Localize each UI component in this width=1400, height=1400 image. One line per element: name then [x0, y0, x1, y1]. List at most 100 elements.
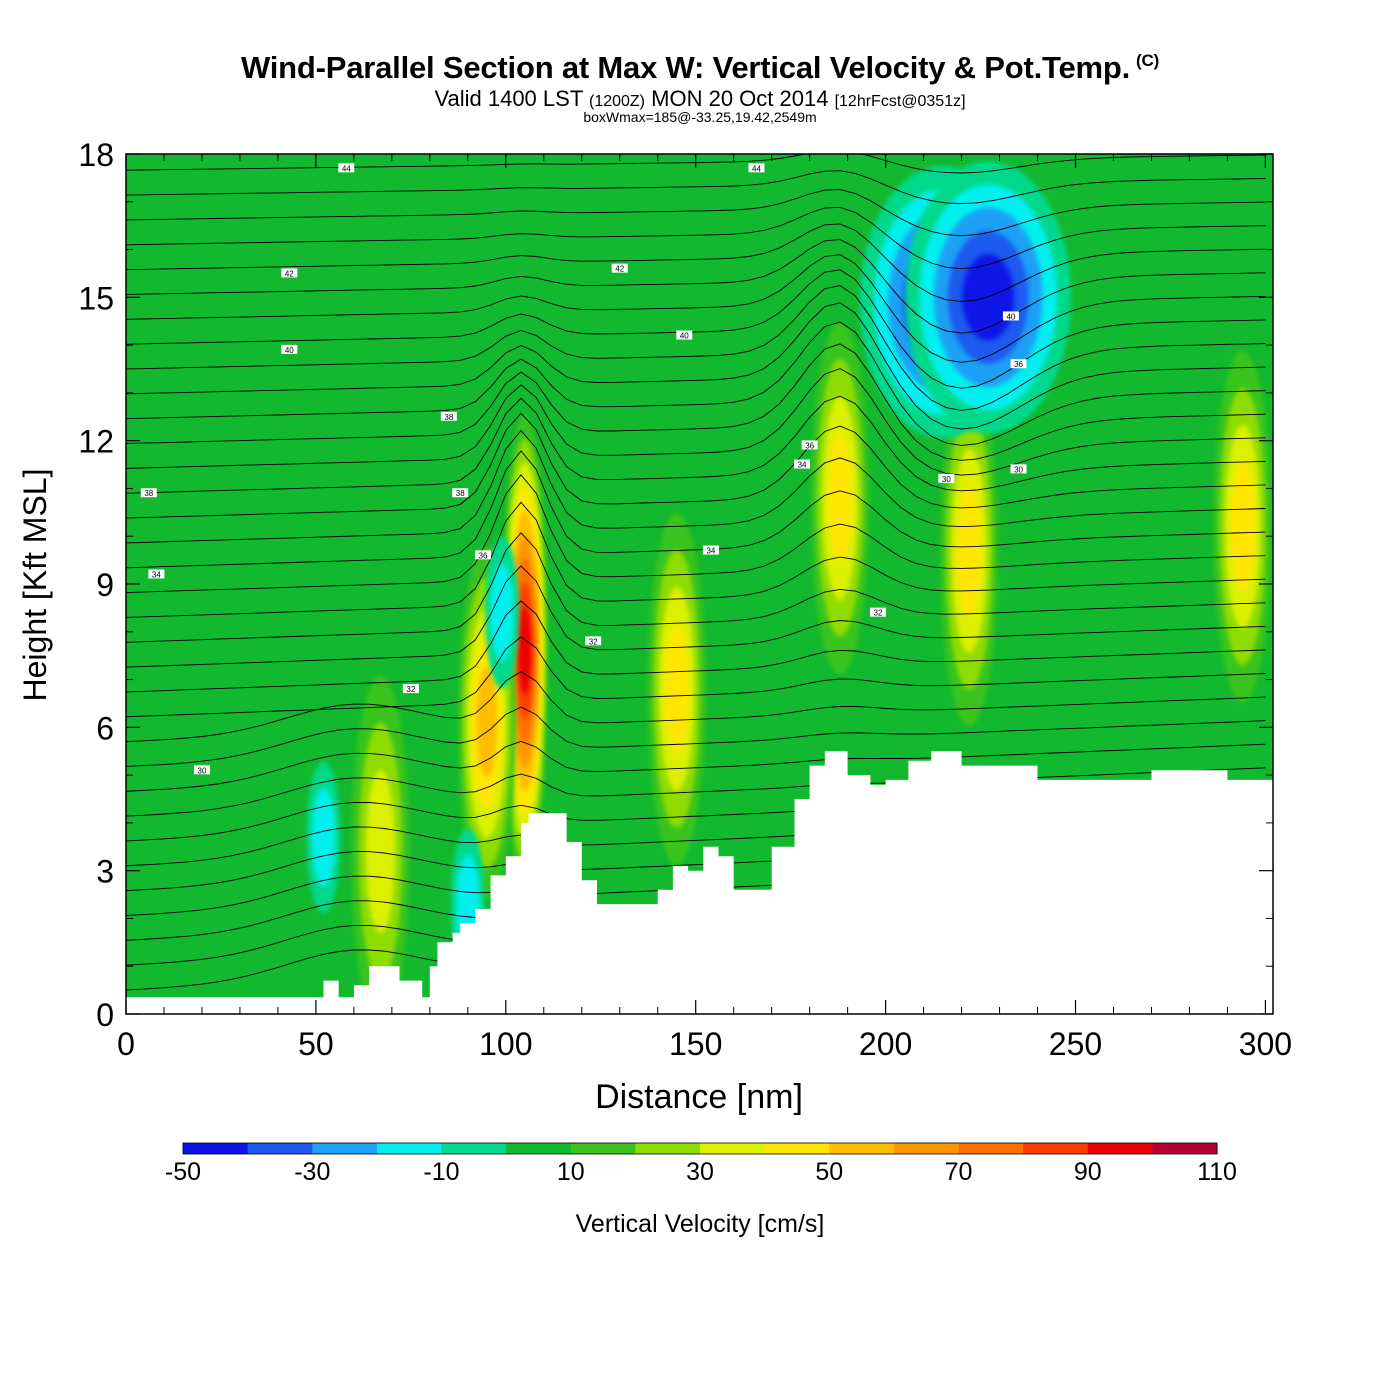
label-bg — [1010, 464, 1027, 474]
label-text: 32 — [874, 609, 883, 618]
theta-contour-line — [126, 170, 1266, 205]
theta-contour-label: 42 — [611, 263, 628, 274]
colorbar: -50 -30 -10 10 30 50 70 90 110 — [165, 1142, 1237, 1186]
terrain-shape — [126, 751, 1273, 1014]
label-text: 40 — [680, 332, 689, 341]
theta-contour-line — [126, 269, 1266, 389]
theta-contour-line — [126, 412, 1266, 519]
box-info: boxWmax=185@-33.25,19.42,2549m — [583, 109, 817, 125]
x-tick-label: 150 — [669, 1026, 722, 1062]
y-tick-label: 9 — [96, 567, 114, 603]
label-text: 36 — [479, 551, 488, 560]
colorbar-swatch — [1087, 1143, 1153, 1154]
label-text: 38 — [144, 489, 153, 498]
chart-subtitle: Valid 1400 LST (1200Z) MON 20 Oct 2014 [… — [0, 86, 1400, 112]
label-bg — [676, 330, 693, 340]
colorbar-swatch — [570, 1143, 636, 1154]
y-axis-label: Height [Kft MSL] — [17, 469, 53, 702]
w-level-band — [664, 624, 689, 755]
label-text: 30 — [942, 475, 951, 484]
label-bg — [702, 545, 719, 555]
colorbar-tick-label: 30 — [686, 1158, 714, 1186]
theta-contour-line — [126, 532, 1266, 643]
w-level-band — [828, 432, 853, 564]
colorbar-tick-label: 50 — [815, 1158, 843, 1186]
label-bg — [338, 163, 355, 173]
label-text: 38 — [444, 413, 453, 422]
colorbar-tick-label: -30 — [294, 1158, 330, 1186]
theta-contour-line — [126, 395, 1266, 494]
label-text: 34 — [152, 570, 161, 579]
chart-title-text: Wind-Parallel Section at Max W: Vertical… — [240, 50, 1131, 85]
theta-contour-label: 34 — [702, 545, 719, 556]
label-text: 30 — [198, 766, 207, 775]
colorbar-swatch — [829, 1143, 895, 1154]
colorbar-swatch — [376, 1143, 442, 1154]
theta-contour-line — [126, 565, 1266, 668]
theta-contour-label: 38 — [140, 488, 157, 498]
theta-contour-line — [126, 302, 1266, 430]
label-bg — [281, 344, 298, 354]
colorbar-swatch — [700, 1143, 766, 1154]
w-cell — [306, 761, 341, 914]
theta-contour-line — [126, 239, 1266, 334]
label-bg — [148, 569, 165, 579]
colorbar-swatch — [1152, 1143, 1218, 1154]
w-cell — [351, 675, 410, 1014]
theta-contour-label: 36 — [801, 440, 818, 450]
theta-contour-label: 38 — [452, 488, 469, 498]
theta-contour-line — [126, 254, 1266, 363]
label-bg — [801, 440, 818, 450]
x-tick-label: 300 — [1239, 1026, 1292, 1062]
theta-contour-line — [126, 740, 1266, 792]
label-text: 32 — [589, 637, 598, 646]
label-text: 34 — [706, 547, 715, 556]
theta-contour-label: 40 — [281, 344, 298, 355]
colorbar-tick-label: -50 — [165, 1158, 201, 1186]
colorbar-swatch — [506, 1143, 572, 1154]
theta-contour-label: 44 — [338, 163, 355, 173]
label-bg — [748, 163, 765, 173]
x-tick-label: 100 — [479, 1026, 532, 1062]
colorbar-swatch — [1023, 1143, 1089, 1154]
forecast-info: [12hrFcst@0351z] — [834, 93, 966, 110]
colorbar-frame — [182, 1142, 1218, 1155]
label-bg — [1010, 359, 1027, 369]
velocity-field — [126, 154, 1273, 1014]
theta-contour-label: 30 — [193, 765, 210, 775]
x-tick-label: 50 — [298, 1026, 334, 1062]
label-text: 40 — [285, 346, 294, 355]
label-bg — [1002, 311, 1019, 321]
w-cell — [485, 536, 520, 689]
theta-contour-label: 34 — [148, 569, 165, 579]
x-axis-label: Distance [nm] — [595, 1078, 803, 1116]
w-cell — [811, 322, 870, 674]
theta-contour-label: 30 — [938, 473, 955, 484]
label-text: 36 — [805, 441, 814, 450]
theta-contour-label: 34 — [794, 459, 811, 470]
theta-contour-line — [126, 474, 1266, 594]
theta-contour-line — [126, 600, 1266, 693]
label-bg — [281, 268, 298, 278]
utc-time: (1200Z) — [588, 93, 646, 110]
theta-contour-line — [126, 450, 1266, 569]
x-tick-label: 200 — [859, 1026, 912, 1062]
label-bg — [938, 473, 955, 483]
w-level-band — [957, 485, 982, 616]
w-level-band — [365, 769, 396, 934]
w-cell — [905, 161, 1072, 434]
colorbar-label: Vertical Velocity [cm/s] — [576, 1210, 825, 1238]
copyright-mark: (C) — [1136, 51, 1160, 70]
y-tick-label: 18 — [78, 137, 114, 173]
theta-contour-label: 36 — [475, 550, 492, 560]
y-tick-label: 6 — [96, 710, 114, 746]
colorbar-tick-label: 90 — [1074, 1158, 1102, 1186]
theta-contour-label: 36 — [1010, 359, 1027, 369]
theta-contour-line — [126, 501, 1266, 618]
theta-contour-line — [126, 189, 1266, 237]
theta-contour-label: 40 — [1002, 311, 1019, 321]
theta-contour-label: 32 — [402, 684, 419, 694]
label-bg — [585, 636, 602, 646]
